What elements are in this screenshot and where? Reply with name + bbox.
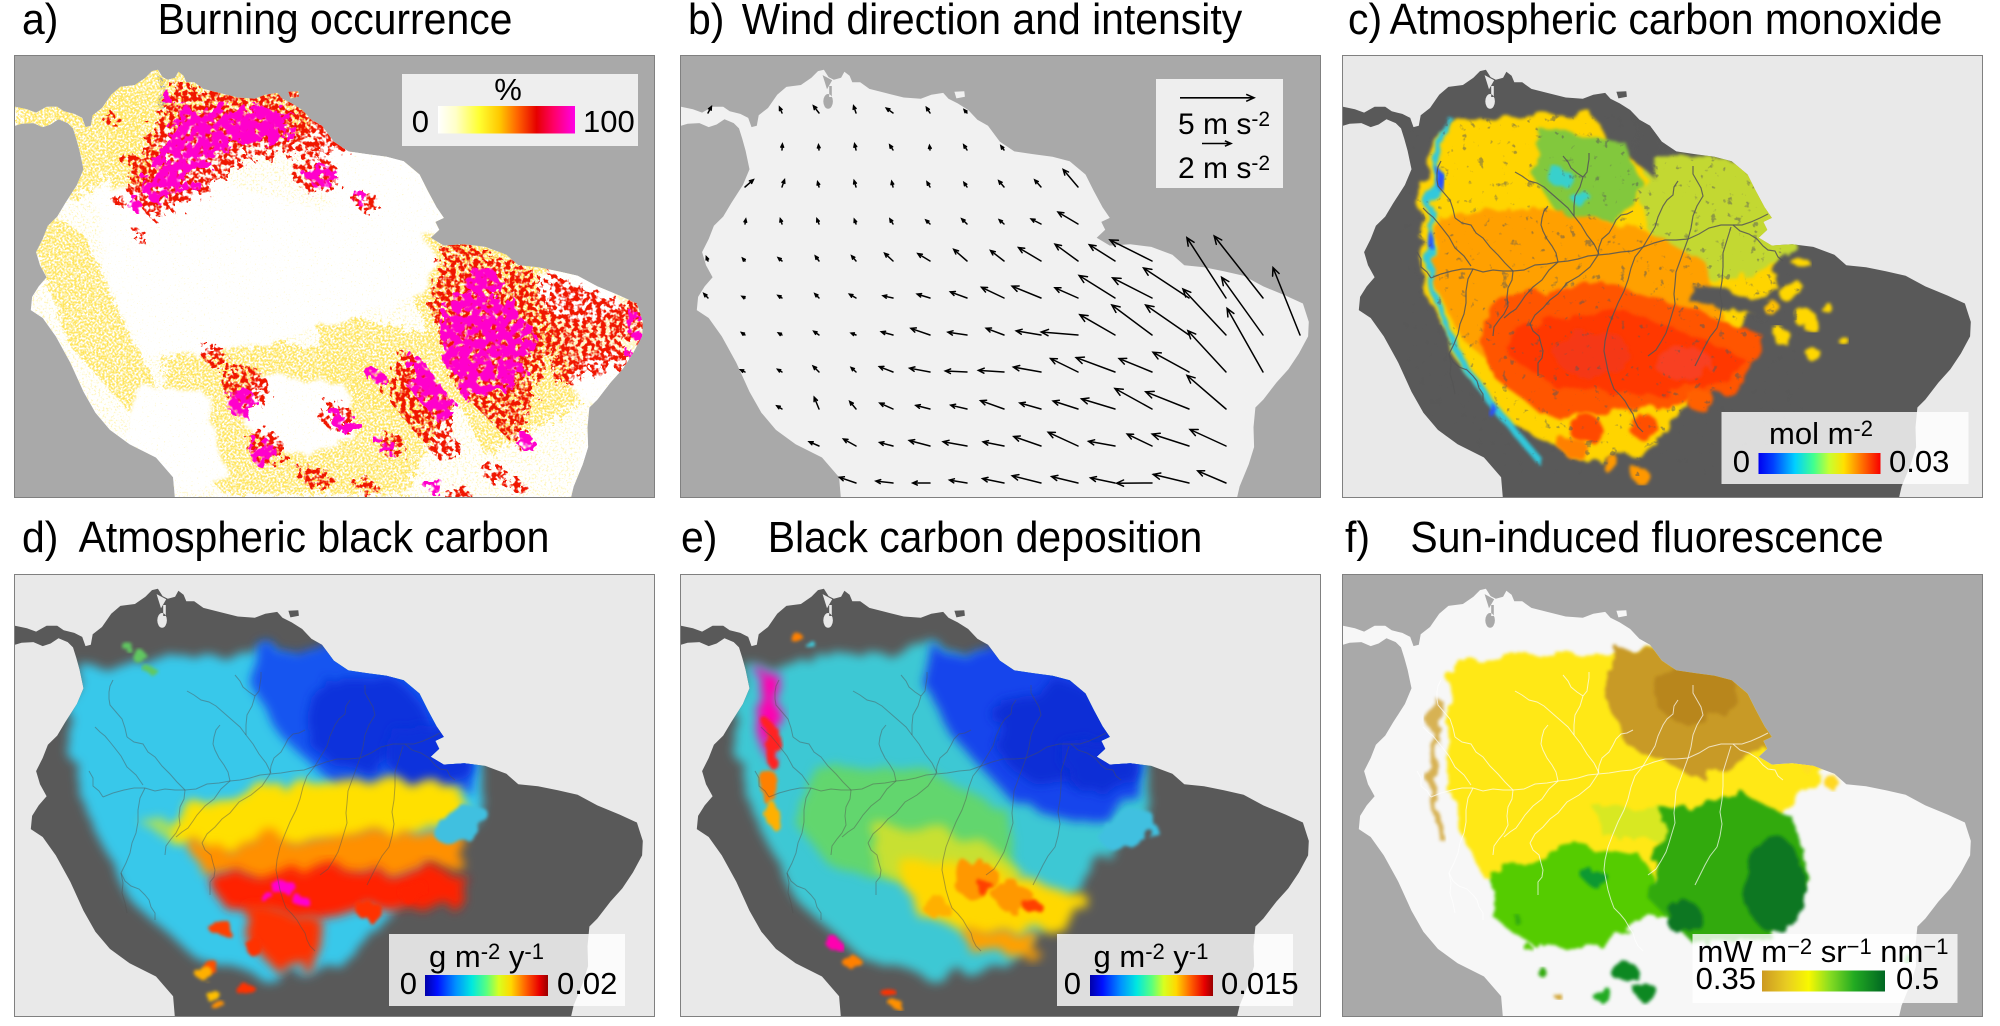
svg-text:0: 0 [1733,444,1750,479]
svg-text:0: 0 [400,966,417,1001]
svg-text:0: 0 [412,104,429,139]
svg-text:0.5: 0.5 [1896,961,1939,996]
svg-text:5 m s-2: 5 m s-2 [1178,108,1270,141]
svg-text:2 m s-2: 2 m s-2 [1178,152,1270,185]
svg-text:%: % [494,72,522,107]
svg-text:0.35: 0.35 [1696,961,1756,996]
svg-text:0: 0 [1064,966,1081,1001]
svg-text:100: 100 [583,104,635,139]
svg-text:0.03: 0.03 [1889,444,1949,479]
svg-text:0.02: 0.02 [557,966,617,1001]
svg-text:0.015: 0.015 [1221,966,1299,1001]
svg-text:mW m−2 sr−1 nm−1: mW m−2 sr−1 nm−1 [1698,934,1949,969]
